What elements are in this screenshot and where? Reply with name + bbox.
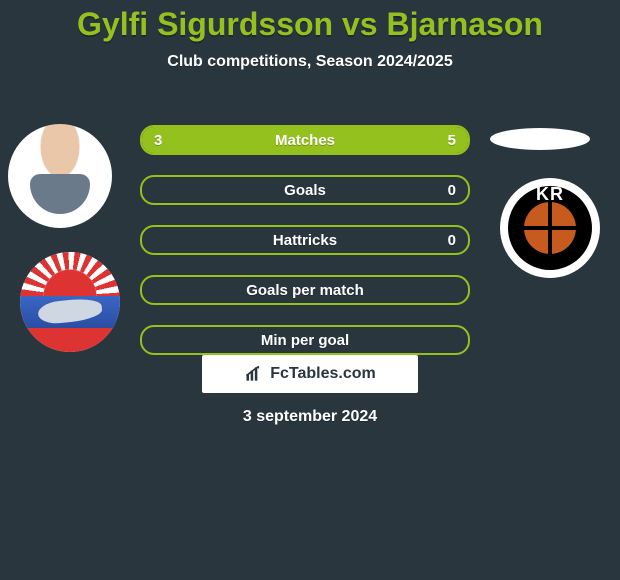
right-player-photo — [490, 128, 590, 150]
stat-value-left: 3 — [154, 127, 162, 153]
stat-label: Min per goal — [142, 327, 468, 353]
stat-row: Matches3 5 — [140, 125, 470, 155]
stat-value-right: 0 — [448, 177, 456, 203]
stat-row: Goals per match — [140, 275, 470, 305]
page-title: Gylfi Sigurdsson vs Bjarnason — [0, 0, 620, 43]
comparison-infographic: Gylfi Sigurdsson vs Bjarnason Club compe… — [0, 0, 620, 580]
date-label: 3 september 2024 — [0, 408, 620, 426]
stat-label: Matches — [142, 127, 468, 153]
stat-label: Goals per match — [142, 277, 468, 303]
watermark: FcTables.com — [202, 355, 418, 393]
stat-label: Goals — [142, 177, 468, 203]
left-player-photo — [8, 124, 112, 228]
stat-row: Goals0 — [140, 175, 470, 205]
stat-label: Hattricks — [142, 227, 468, 253]
stat-value-right: 5 — [448, 127, 456, 153]
stat-row: Hattricks0 — [140, 225, 470, 255]
stat-value-right: 0 — [448, 227, 456, 253]
watermark-text: FcTables.com — [270, 365, 376, 383]
stat-row: Min per goal — [140, 325, 470, 355]
page-subtitle: Club competitions, Season 2024/2025 — [0, 53, 620, 71]
stat-bars: Matches35Goals0Hattricks0Goals per match… — [140, 125, 470, 375]
bar-chart-icon — [244, 364, 264, 384]
left-club-badge — [20, 252, 120, 352]
right-club-badge: KR — [500, 178, 600, 278]
